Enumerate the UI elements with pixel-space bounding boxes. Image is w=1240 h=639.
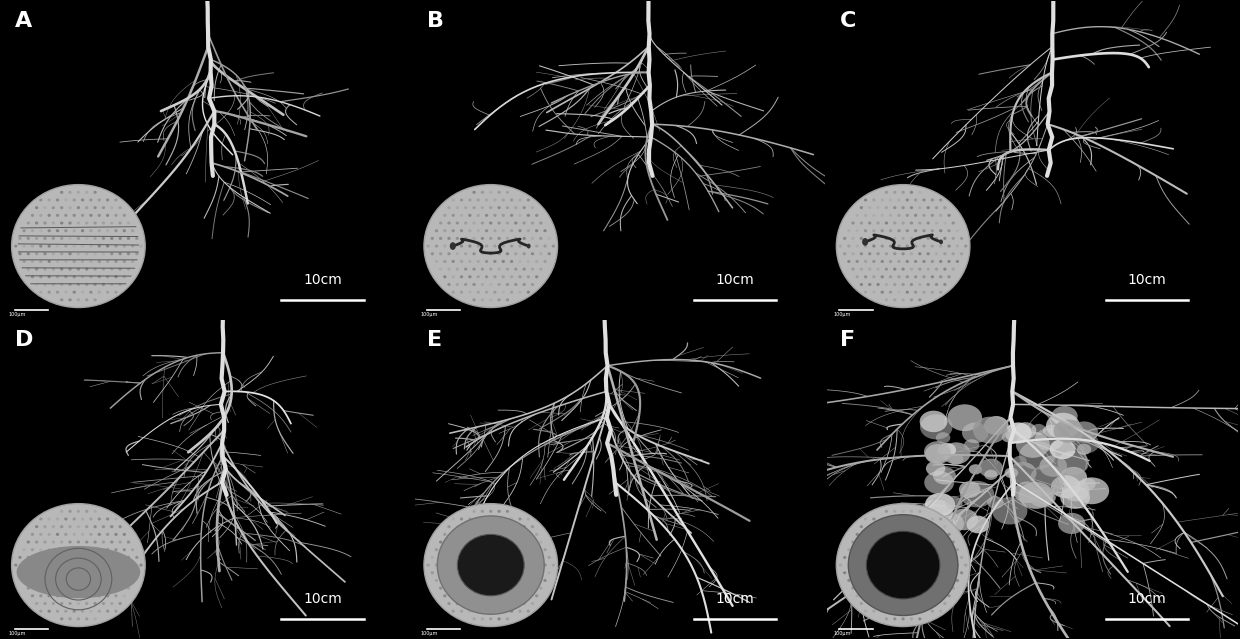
Circle shape [924, 442, 951, 462]
Circle shape [936, 432, 950, 443]
Text: 10cm: 10cm [715, 592, 754, 606]
Circle shape [1004, 468, 1018, 478]
Text: B: B [427, 11, 444, 31]
Circle shape [1032, 424, 1045, 435]
Circle shape [1076, 443, 1091, 455]
Circle shape [1075, 477, 1109, 504]
Circle shape [925, 444, 951, 464]
Text: C: C [839, 11, 856, 31]
Circle shape [1014, 422, 1037, 439]
Circle shape [1063, 481, 1090, 502]
Circle shape [968, 464, 982, 475]
Circle shape [960, 481, 994, 507]
Circle shape [937, 443, 956, 457]
Circle shape [963, 439, 980, 451]
Circle shape [1047, 413, 1080, 439]
Circle shape [1013, 481, 1042, 503]
Circle shape [1002, 432, 1014, 442]
Circle shape [1034, 428, 1064, 450]
Circle shape [942, 442, 971, 465]
Circle shape [1018, 482, 1053, 509]
Text: A: A [15, 11, 32, 31]
Circle shape [950, 509, 978, 530]
Circle shape [959, 481, 981, 498]
Text: E: E [427, 330, 443, 350]
Circle shape [1039, 456, 1068, 477]
Circle shape [1080, 478, 1096, 490]
Text: 10cm: 10cm [715, 273, 754, 287]
Circle shape [1060, 486, 1090, 509]
Circle shape [926, 461, 945, 476]
Circle shape [985, 416, 1008, 435]
Text: 10cm: 10cm [1128, 273, 1167, 287]
Circle shape [1016, 431, 1050, 458]
Circle shape [1049, 439, 1076, 459]
Circle shape [919, 500, 954, 526]
Text: 10cm: 10cm [1128, 592, 1167, 606]
Circle shape [973, 417, 1008, 443]
Circle shape [925, 493, 955, 516]
Circle shape [1058, 513, 1085, 534]
Circle shape [992, 497, 1028, 525]
Circle shape [1008, 462, 1037, 484]
Text: D: D [15, 330, 33, 350]
Circle shape [1030, 465, 1065, 491]
Text: 10cm: 10cm [303, 273, 342, 287]
Circle shape [1070, 422, 1097, 443]
Circle shape [985, 470, 998, 480]
Circle shape [920, 414, 952, 440]
Circle shape [966, 516, 990, 534]
Circle shape [932, 467, 956, 484]
Circle shape [949, 454, 963, 465]
Circle shape [924, 471, 954, 494]
Circle shape [1043, 424, 1059, 437]
Circle shape [1060, 467, 1087, 488]
Circle shape [1052, 475, 1081, 498]
Circle shape [962, 422, 988, 443]
Circle shape [978, 459, 1003, 477]
Circle shape [1019, 442, 1055, 470]
Circle shape [1074, 433, 1099, 454]
Text: F: F [839, 330, 854, 350]
Circle shape [1004, 422, 1032, 443]
Circle shape [935, 512, 963, 535]
Circle shape [1058, 450, 1089, 475]
Text: 10cm: 10cm [303, 592, 342, 606]
Circle shape [920, 411, 947, 432]
Circle shape [947, 404, 982, 431]
Circle shape [945, 497, 962, 510]
Circle shape [1029, 487, 1055, 507]
Circle shape [1013, 456, 1027, 466]
Circle shape [1052, 406, 1078, 426]
Circle shape [1054, 420, 1084, 443]
Circle shape [987, 496, 1003, 509]
